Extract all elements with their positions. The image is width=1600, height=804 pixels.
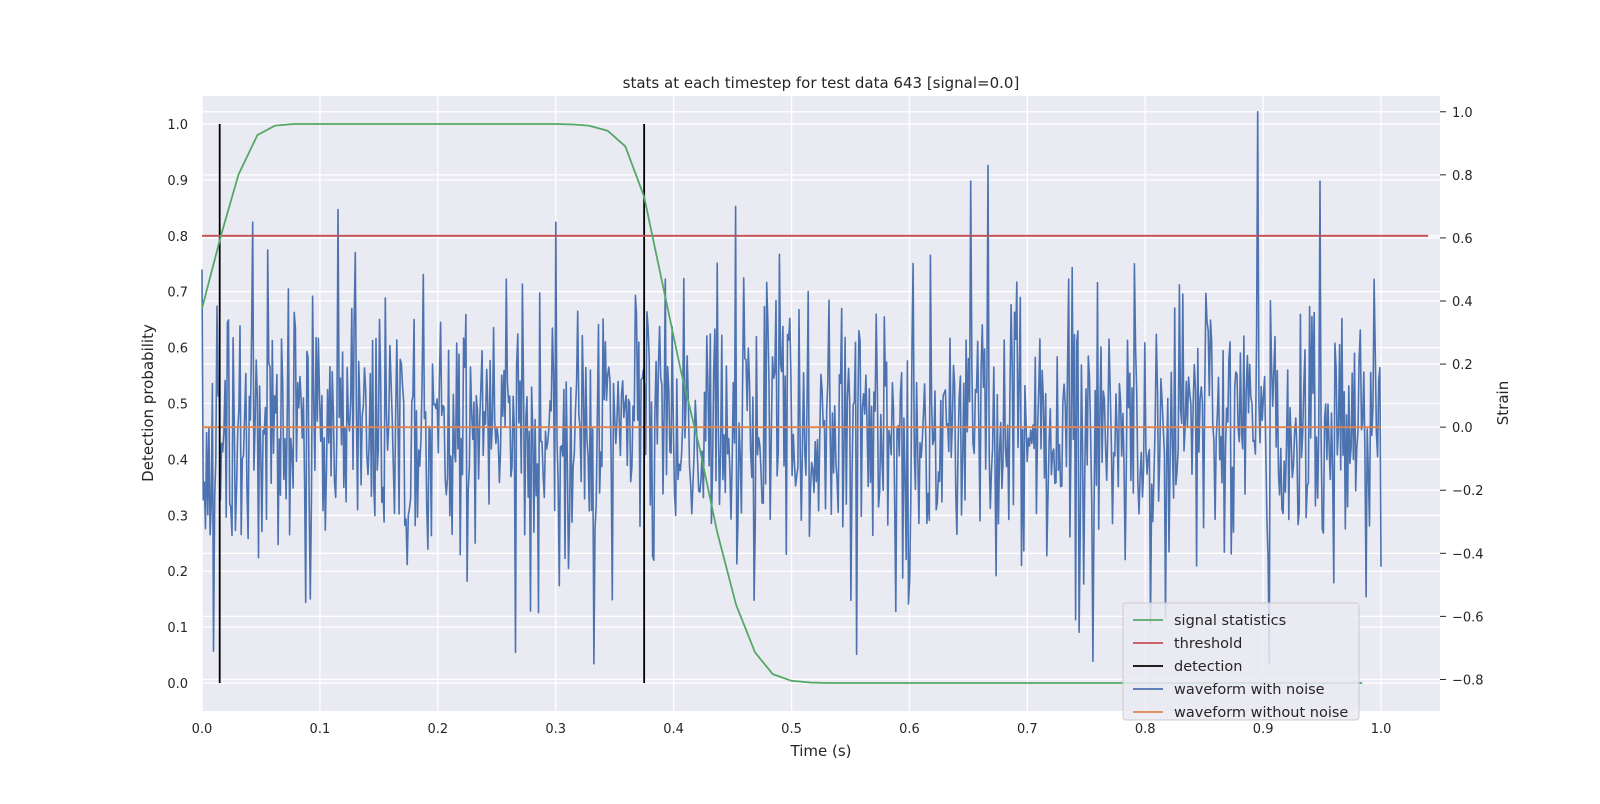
left-axis-label: Detection probability: [139, 324, 157, 482]
left-tick-label: 0.2: [167, 565, 188, 580]
x-axis-label: Time (s): [790, 742, 852, 760]
legend-label: threshold: [1174, 636, 1242, 652]
right-tick-label: 0.2: [1452, 358, 1473, 373]
right-tick-label: 0.8: [1452, 169, 1473, 184]
x-tick-label: 0.5: [781, 722, 802, 737]
series-waveform-with-noise: [201, 111, 1382, 665]
right-tick-label: −0.4: [1452, 547, 1484, 562]
right-axis-ticks: −0.8 −0.6 −0.4 −0.2 0.0 0.2 0.4 0.6 0.8 1.0: [1440, 106, 1484, 688]
x-tick-label: 0.8: [1135, 722, 1156, 737]
x-tick-label: 0.1: [310, 722, 331, 737]
legend-box: [1122, 602, 1360, 721]
left-tick-label: 0.5: [167, 398, 188, 413]
right-tick-label: 0.0: [1452, 421, 1473, 436]
series-layer: [201, 111, 1429, 684]
x-tick-label: 0.6: [899, 722, 920, 737]
legend-label: detection: [1174, 659, 1242, 675]
x-tick-label: 0.0: [192, 722, 213, 737]
left-tick-label: 0.9: [167, 174, 188, 189]
right-tick-label: 1.0: [1452, 106, 1473, 121]
left-tick-label: 0.1: [167, 621, 188, 636]
x-tick-label: 0.4: [663, 722, 684, 737]
left-tick-label: 0.4: [167, 453, 188, 468]
x-tick-label: 0.9: [1253, 722, 1274, 737]
left-tick-label: 0.6: [167, 342, 188, 357]
x-tick-label: 1.0: [1371, 722, 1392, 737]
left-tick-label: 0.8: [167, 230, 188, 245]
legend-label: signal statistics: [1174, 613, 1286, 629]
left-tick-label: 0.0: [167, 677, 188, 692]
right-tick-label: −0.2: [1452, 484, 1484, 499]
x-axis-ticks: 0.0 0.1 0.2 0.3 0.4 0.5 0.6 0.7 0.8 0.9 1.0: [192, 722, 1392, 737]
x-tick-label: 0.7: [1017, 722, 1038, 737]
left-axis-ticks: 0.0 0.1 0.2 0.3 0.4 0.5 0.6 0.7 0.8 0.9 1.0: [167, 118, 188, 692]
right-tick-label: −0.8: [1452, 673, 1484, 688]
left-tick-label: 1.0: [167, 118, 188, 133]
chart-title: stats at each timestep for test data 643…: [623, 74, 1020, 92]
x-tick-label: 0.2: [427, 722, 448, 737]
legend-label: waveform with noise: [1174, 682, 1325, 698]
right-tick-label: 0.4: [1452, 295, 1473, 310]
right-tick-label: 0.6: [1452, 232, 1473, 247]
right-tick-label: −0.6: [1452, 610, 1484, 625]
left-tick-label: 0.3: [167, 509, 188, 524]
series-signal-statistics: [201, 123, 1363, 684]
legend: signal statistics threshold detection wavef…: [1122, 602, 1360, 721]
legend-label: waveform without noise: [1174, 705, 1348, 721]
right-axis-label: Strain: [1494, 381, 1512, 425]
left-tick-label: 0.7: [167, 286, 188, 301]
x-tick-label: 0.3: [545, 722, 566, 737]
